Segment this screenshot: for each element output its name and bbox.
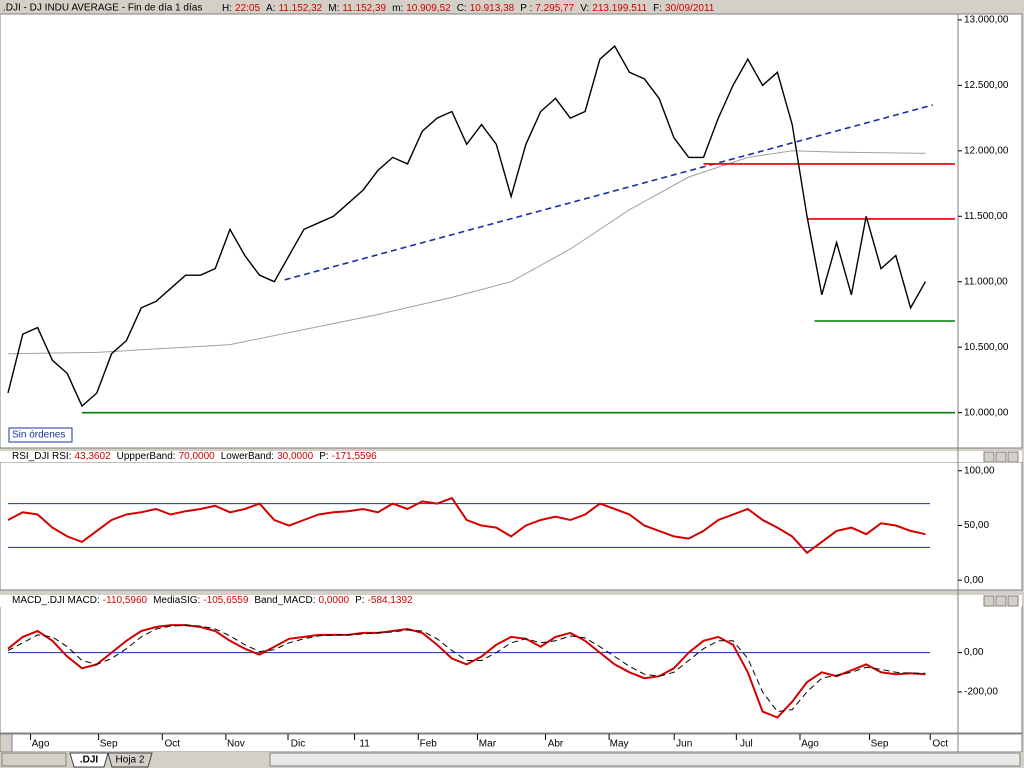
time-axis <box>0 733 1023 753</box>
x-tick-label: Sep <box>871 739 889 750</box>
field-label: LowerBand: <box>221 451 274 462</box>
y-tick-label: -200,00 <box>964 687 998 698</box>
rsi-header <box>0 451 1022 462</box>
macd-panel <box>0 605 1023 734</box>
field-label: F: <box>653 3 662 14</box>
field-label: P: <box>319 451 328 462</box>
minimize-button[interactable] <box>983 451 995 463</box>
horizontal-scrollbar[interactable] <box>269 752 1021 767</box>
field-value: 30/09/2011 <box>665 3 715 14</box>
field-value: 213.199.511 <box>592 3 647 14</box>
y-tick-label: 100,00 <box>964 465 995 476</box>
x-tick-label: Jun <box>676 739 692 750</box>
field-value: 70,0000 <box>179 451 216 462</box>
axis-corner <box>0 733 13 753</box>
field-label: UppperBand: <box>117 451 176 462</box>
close-button[interactable] <box>1007 595 1019 607</box>
x-tick-label: Abr <box>548 739 564 750</box>
price-panel <box>0 13 1023 449</box>
series-line <box>7 496 926 555</box>
field-value: 7.295,77 <box>535 3 574 14</box>
field-label: H: <box>222 3 232 14</box>
y-tick-label: 12.500,00 <box>964 80 1009 91</box>
rsi-panel <box>0 461 1023 591</box>
field-value: 22:05 <box>235 3 260 14</box>
y-tick-label: 0,00 <box>964 575 984 586</box>
tab[interactable] <box>69 752 109 768</box>
annotation: Sin órdenes <box>12 430 65 441</box>
tab-label[interactable]: .DJI <box>80 755 99 766</box>
x-tick-label: Sep <box>100 739 118 750</box>
x-tick-label: Nov <box>227 739 245 750</box>
trend-line <box>284 104 934 281</box>
field-value: 11.152,39 <box>342 3 386 14</box>
header-symbol: .DJI - DJ INDU AVERAGE - Fin de día 1 dí… <box>3 3 202 14</box>
y-tick-label: 50,00 <box>964 520 989 531</box>
x-tick-label: Oct <box>932 739 948 750</box>
series-line <box>7 45 927 408</box>
y-tick-label: 10.000,00 <box>964 407 1009 418</box>
field-value: 43,3602 <box>74 451 111 462</box>
y-tick-label: 13.000,00 <box>964 15 1009 26</box>
y-tick-label: 11.000,00 <box>964 276 1008 287</box>
maximize-button[interactable] <box>995 595 1007 607</box>
field-value: -105,6559 <box>203 595 248 606</box>
tab-bar: .DJI Hoja 2 <box>0 752 1024 768</box>
minimize-button[interactable] <box>983 595 995 607</box>
field-label: RSI_DJI RSI: <box>12 451 71 462</box>
x-tick-label: Ago <box>801 739 819 750</box>
annotation-box <box>8 427 73 443</box>
field-label: MACD_.DJI MACD: <box>12 595 100 606</box>
maximize-button[interactable] <box>995 451 1007 463</box>
macd-header <box>0 595 1022 607</box>
field-value: 11.152,32 <box>278 3 322 14</box>
field-label: M: <box>328 3 339 14</box>
field-label: Band_MACD: <box>254 595 315 606</box>
x-tick-label: Dic <box>291 739 305 750</box>
field-value: -110,5960 <box>103 595 148 606</box>
x-tick-label: May <box>610 739 629 750</box>
field-label: P: <box>355 595 364 606</box>
x-tick-label: Oct <box>164 739 180 750</box>
x-tick-label: Ago <box>32 739 50 750</box>
panel-buttons <box>983 451 1019 607</box>
field-value: -584,1392 <box>368 595 413 606</box>
y-tick-label: 11.500,00 <box>964 211 1008 222</box>
field-label: m: <box>392 3 403 14</box>
series-line <box>7 624 926 713</box>
x-tick-label: 11 <box>359 739 370 750</box>
header-fields: H: 22:05 A: 11.152,32 M: 11.152,39 m: 10.909,52… <box>222 3 715 14</box>
x-tick-label: Jul <box>740 739 753 750</box>
field-value: 10.913,38 <box>470 3 515 14</box>
x-tick-label: Feb <box>420 739 438 750</box>
field-value: 0,0000 <box>319 595 350 606</box>
field-label: A: <box>266 3 275 14</box>
tab-nav-buttons[interactable] <box>1 752 67 767</box>
tab-label[interactable]: Hoja 2 <box>116 755 145 766</box>
panel-title: MACD_.DJI MACD: -110,5960 MediaSIG: -105,65… <box>12 595 413 606</box>
field-label: C: <box>457 3 467 14</box>
y-tick-label: 0,00 <box>964 647 984 658</box>
y-tick-label: 10.500,00 <box>964 342 1009 353</box>
tab[interactable] <box>107 752 153 768</box>
field-value: 30,0000 <box>277 451 314 462</box>
field-value: -171,5596 <box>332 451 377 462</box>
field-label: MediaSIG: <box>153 595 200 606</box>
field-value: 10.909,52 <box>406 3 451 14</box>
close-button[interactable] <box>1007 451 1019 463</box>
panel-title: RSI_DJI RSI: 43,3602 UppperBand: 70,0000 Low… <box>12 451 377 462</box>
series-line <box>7 624 926 719</box>
field-label: P : <box>520 3 532 14</box>
x-tick-label: Mar <box>479 739 497 750</box>
y-tick-label: 12.000,00 <box>964 145 1009 156</box>
level-line <box>7 150 926 355</box>
field-label: V: <box>580 3 589 14</box>
